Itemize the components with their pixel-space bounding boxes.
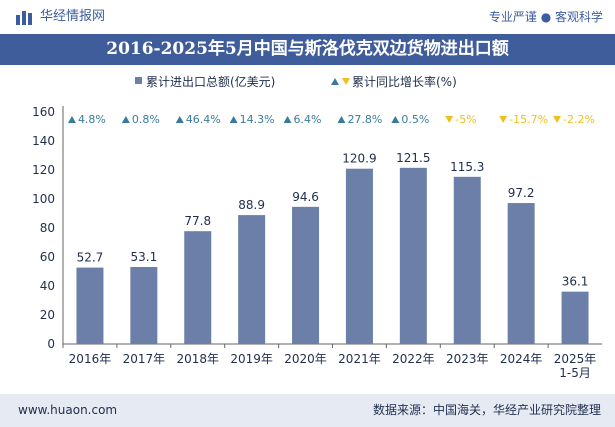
y-tick-label: 80 — [40, 221, 55, 235]
x-tick-label-line: 2020年 — [284, 352, 327, 366]
x-tick-label-line: 2024年 — [500, 352, 543, 366]
bar-value-label: 36.1 — [562, 275, 589, 289]
bar-10 — [561, 291, 589, 344]
y-tick-label: 140 — [32, 134, 55, 148]
bar-6 — [345, 168, 373, 344]
growth-rate-label: -15.7% — [509, 113, 548, 126]
growth-up-triangle-icon — [229, 116, 238, 123]
growth-rate-label: 4.8% — [78, 113, 106, 126]
growth-rate-label: -5% — [455, 113, 476, 126]
x-tick-label: 2022年 — [392, 352, 435, 366]
bar-3 — [184, 231, 212, 344]
x-tick-label-line: 2022年 — [392, 352, 435, 366]
bar-1 — [76, 267, 104, 344]
x-tick-label-line: 2021年 — [338, 352, 381, 366]
bar-9 — [507, 203, 535, 344]
footer-url[interactable]: www.huaon.com — [18, 403, 118, 417]
bar-8 — [453, 176, 481, 344]
y-tick-label: 60 — [40, 250, 55, 264]
legend: 累计进出口总额(亿美元) 累计同比增长率(%) — [135, 74, 457, 89]
growth-rate-label: 27.8% — [347, 113, 382, 126]
y-tick-label: 0 — [47, 337, 55, 351]
growth-rate-label: -2.2% — [563, 113, 595, 126]
growth-rate-label: 6.4% — [294, 113, 322, 126]
y-tick-label: 100 — [32, 192, 55, 206]
x-tick-label: 2020年 — [284, 352, 327, 366]
legend-label-growth: 累计同比增长率(%) — [352, 74, 457, 89]
bar-value-label: 77.8 — [184, 214, 211, 228]
growth-down-triangle-icon — [499, 116, 508, 123]
x-tick-label: 2025年 1-5月 — [554, 352, 597, 380]
y-tick-label: 120 — [32, 163, 55, 177]
x-tick-label: 2024年 — [500, 352, 543, 366]
x-tick-label: 2018年 — [176, 352, 219, 366]
footer-source: 数据来源：中国海关，华经产业研究院整理 — [372, 403, 601, 417]
legend-label-amount: 累计进出口总额(亿美元) — [146, 74, 275, 89]
growth-up-triangle-icon — [67, 116, 76, 123]
y-tick-label: 160 — [32, 105, 55, 119]
x-tick-label-line: 2017年 — [123, 352, 166, 366]
growth-rate-label: 46.4% — [186, 113, 221, 126]
y-tick-label: 40 — [40, 279, 55, 293]
chart-plot: 累计进出口总额(亿美元) 累计同比增长率(%) 0 20 40 60 80 100 120 140… — [32, 74, 602, 380]
legend-up-triangle-icon — [331, 78, 339, 85]
growth-up-triangle-icon — [175, 116, 184, 123]
x-tick-label-line: 2016年 — [69, 352, 112, 366]
bar-4 — [238, 215, 266, 344]
bar-value-label: 97.2 — [508, 186, 535, 200]
bar-value-label: 53.1 — [130, 250, 157, 264]
y-tick-label: 20 — [40, 308, 55, 322]
x-tick-label-line: 2019年 — [230, 352, 273, 366]
x-tick-label: 2017年 — [123, 352, 166, 366]
growth-up-triangle-icon — [337, 116, 346, 123]
growth-rate-label: 0.5% — [401, 113, 429, 126]
bar-2 — [130, 267, 158, 344]
growth-rate-label: 0.8% — [132, 113, 160, 126]
bar-value-label: 94.6 — [292, 190, 319, 204]
bar-value-label: 115.3 — [450, 160, 484, 174]
footer-band: www.huaon.com 数据来源：中国海关，华经产业研究院整理 — [0, 394, 615, 427]
bar-5 — [292, 206, 320, 344]
x-tick-label: 2023年 — [446, 352, 489, 366]
top-bar: 华经情报网 专业严谨 ● 客观科学 — [0, 0, 615, 34]
bar-value-label: 120.9 — [342, 152, 376, 166]
growth-rate-label: 14.3% — [240, 113, 275, 126]
x-tick-label-line: 1-5月 — [559, 366, 591, 380]
x-tick-label: 2016年 — [69, 352, 112, 366]
bar-value-label: 88.9 — [238, 198, 265, 212]
bar-value-label: 121.5 — [396, 151, 430, 165]
x-tick-label-line: 2023年 — [446, 352, 489, 366]
legend-down-triangle-icon — [342, 78, 350, 85]
growth-down-triangle-icon — [445, 116, 454, 123]
title-band: 2016-2025年5月中国与斯洛伐克双边货物进出口额 — [0, 34, 615, 65]
growth-up-triangle-icon — [391, 116, 400, 123]
bar-value-label: 52.7 — [77, 251, 104, 265]
legend-swatch-amount — [135, 77, 142, 84]
growth-down-triangle-icon — [553, 116, 562, 123]
brand-logo-icon — [16, 11, 32, 25]
x-tick-label-line: 2025年 — [554, 352, 597, 366]
chart-title: 2016-2025年5月中国与斯洛伐克双边货物进出口额 — [106, 39, 509, 59]
x-tick-label: 2021年 — [338, 352, 381, 366]
growth-up-triangle-icon — [283, 116, 292, 123]
growth-up-triangle-icon — [121, 116, 130, 123]
brand-name: 华经情报网 — [40, 9, 106, 24]
x-tick-label-line: 2018年 — [176, 352, 219, 366]
bar-7 — [399, 167, 427, 344]
x-tick-label: 2019年 — [230, 352, 273, 366]
tagline: 专业严谨 ● 客观科学 — [488, 10, 603, 24]
